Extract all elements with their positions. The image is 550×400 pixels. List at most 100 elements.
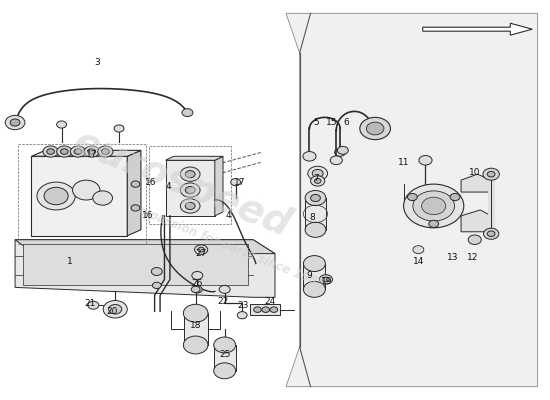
Text: 8: 8 xyxy=(309,213,315,222)
Text: 4: 4 xyxy=(166,182,171,190)
Circle shape xyxy=(47,149,54,154)
Bar xyxy=(184,313,208,345)
Text: 3: 3 xyxy=(94,58,100,68)
Circle shape xyxy=(44,187,68,205)
Circle shape xyxy=(192,272,203,280)
Text: 18: 18 xyxy=(190,321,202,330)
Circle shape xyxy=(74,149,82,154)
Circle shape xyxy=(183,304,208,322)
Circle shape xyxy=(151,268,162,276)
Circle shape xyxy=(334,148,345,156)
Circle shape xyxy=(323,277,329,282)
Circle shape xyxy=(304,282,326,297)
Circle shape xyxy=(185,171,195,178)
Text: 10: 10 xyxy=(469,168,481,177)
Circle shape xyxy=(262,307,270,312)
Polygon shape xyxy=(31,156,127,236)
Circle shape xyxy=(254,307,261,312)
Polygon shape xyxy=(286,13,538,387)
Circle shape xyxy=(182,109,193,116)
Circle shape xyxy=(37,182,75,210)
Circle shape xyxy=(180,167,200,181)
Polygon shape xyxy=(127,150,141,236)
Circle shape xyxy=(312,170,323,177)
Polygon shape xyxy=(31,150,141,156)
Circle shape xyxy=(192,286,202,293)
Text: 25: 25 xyxy=(219,350,230,360)
Text: 9: 9 xyxy=(306,271,312,280)
Text: 4: 4 xyxy=(226,211,232,220)
Bar xyxy=(214,345,235,371)
Circle shape xyxy=(57,146,72,157)
Circle shape xyxy=(450,194,460,200)
Circle shape xyxy=(98,146,113,157)
Circle shape xyxy=(10,119,20,126)
Circle shape xyxy=(214,337,235,353)
Text: 12: 12 xyxy=(468,253,479,262)
Circle shape xyxy=(109,304,122,314)
Text: 13: 13 xyxy=(447,253,459,262)
Bar xyxy=(304,264,326,289)
Circle shape xyxy=(84,146,100,157)
Circle shape xyxy=(60,149,68,154)
Circle shape xyxy=(270,307,278,312)
Circle shape xyxy=(360,117,390,140)
Polygon shape xyxy=(215,156,223,216)
Text: 11: 11 xyxy=(398,158,409,167)
Circle shape xyxy=(185,202,195,210)
Text: 16: 16 xyxy=(142,211,154,220)
Circle shape xyxy=(114,125,124,132)
Circle shape xyxy=(483,168,499,180)
Circle shape xyxy=(88,301,99,309)
Text: 17: 17 xyxy=(234,178,245,187)
Text: 19: 19 xyxy=(321,277,333,286)
Circle shape xyxy=(103,300,127,318)
Text: 5: 5 xyxy=(313,118,319,127)
Polygon shape xyxy=(166,156,223,160)
Text: 23: 23 xyxy=(238,301,249,310)
Text: eurospeed: eurospeed xyxy=(68,123,296,245)
Circle shape xyxy=(57,121,67,128)
Circle shape xyxy=(429,220,438,228)
Text: 6: 6 xyxy=(343,118,349,127)
Circle shape xyxy=(230,178,240,186)
Circle shape xyxy=(131,181,140,187)
Bar xyxy=(23,244,248,286)
Circle shape xyxy=(185,186,195,194)
Circle shape xyxy=(219,286,230,293)
Circle shape xyxy=(320,275,332,284)
Polygon shape xyxy=(461,174,491,192)
Circle shape xyxy=(305,222,326,237)
Polygon shape xyxy=(15,240,275,297)
Circle shape xyxy=(413,246,424,254)
Circle shape xyxy=(311,176,325,186)
Text: 16: 16 xyxy=(145,178,156,187)
Circle shape xyxy=(337,146,348,154)
Circle shape xyxy=(180,199,200,213)
Circle shape xyxy=(487,171,495,177)
Circle shape xyxy=(366,122,384,135)
Text: 21: 21 xyxy=(84,299,96,308)
Bar xyxy=(250,304,280,315)
Circle shape xyxy=(330,156,342,165)
Polygon shape xyxy=(423,23,532,35)
Circle shape xyxy=(191,286,200,292)
Text: 22: 22 xyxy=(217,297,229,306)
Circle shape xyxy=(404,184,464,228)
Circle shape xyxy=(483,228,499,239)
Circle shape xyxy=(468,235,481,244)
Circle shape xyxy=(43,146,58,157)
Text: 27: 27 xyxy=(195,249,207,258)
Circle shape xyxy=(311,194,321,202)
Circle shape xyxy=(152,282,161,288)
Text: 26: 26 xyxy=(191,279,203,288)
Circle shape xyxy=(93,191,112,205)
Circle shape xyxy=(422,197,446,215)
Text: 7: 7 xyxy=(313,174,319,183)
Circle shape xyxy=(308,166,328,180)
Text: 14: 14 xyxy=(412,257,424,266)
Circle shape xyxy=(419,156,432,165)
Circle shape xyxy=(195,245,208,254)
Polygon shape xyxy=(461,210,491,232)
Circle shape xyxy=(303,152,316,161)
